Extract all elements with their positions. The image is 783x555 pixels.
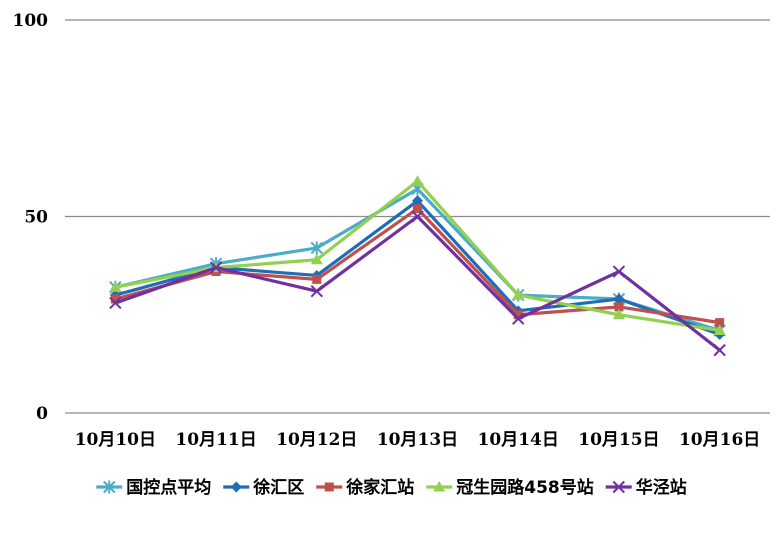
data-point [412, 195, 423, 207]
data-point [411, 210, 424, 223]
legend-label: 华泾站 [636, 477, 687, 498]
data-point [715, 318, 725, 328]
data-point [612, 308, 625, 320]
legend-item: 冠生园路458号站 [426, 477, 594, 498]
series-group [109, 175, 726, 357]
legend-label: 冠生园路458号站 [456, 477, 594, 498]
data-point [614, 302, 624, 312]
x-tick-label: 10月10日 [75, 430, 156, 450]
data-point [310, 284, 323, 298]
x-tick-label: 10月13日 [377, 430, 458, 450]
legend-item: 华泾站 [605, 477, 687, 498]
y-tick-label: 0 [36, 404, 48, 424]
y-axis-tick-labels: 0 50 100 [13, 11, 49, 424]
series-5 [109, 210, 726, 357]
legend-marker [433, 481, 446, 492]
data-point [310, 241, 323, 255]
legend-item: 徐汇区 [223, 477, 304, 498]
data-point [513, 310, 523, 320]
data-point [209, 261, 223, 274]
data-point [109, 296, 122, 310]
y-tick-label: 100 [13, 11, 49, 31]
legend-marker [324, 482, 334, 492]
legend-marker [612, 480, 625, 494]
data-point [613, 293, 625, 305]
data-point [713, 324, 726, 335]
data-point [512, 289, 525, 300]
data-point [413, 204, 422, 214]
data-point [109, 281, 122, 292]
legend-item: 国控点平均 [96, 477, 211, 498]
legend-item: 徐家汇站 [316, 477, 414, 498]
x-axis-tick-labels: 10月10日 10月11日 10月12日 10月13日 10月14日 10月15日 10月1… [75, 430, 761, 450]
x-tick-label: 10月12日 [276, 430, 357, 450]
x-tick-label: 10月15日 [578, 430, 659, 450]
y-tick-label: 50 [24, 208, 48, 228]
x-tick-label: 10月14日 [478, 430, 559, 450]
data-point [612, 265, 626, 278]
legend-marker [103, 480, 116, 494]
legend-label: 徐家汇站 [345, 477, 414, 498]
x-tick-label: 10月16日 [679, 430, 760, 450]
data-point [512, 312, 525, 325]
data-point [110, 294, 120, 304]
series-line [114, 214, 721, 352]
data-point [310, 253, 323, 265]
legend-label: 国控点平均 [126, 477, 211, 498]
legend-marker [230, 481, 242, 493]
x-tick-label: 10月11日 [175, 430, 256, 450]
data-point [713, 343, 726, 357]
data-point [312, 274, 322, 284]
data-point [411, 175, 424, 186]
legend: 国控点平均 徐汇区 徐家汇站 冠生园路458号站 华泾站 [96, 477, 687, 498]
legend-label: 徐汇区 [252, 477, 304, 498]
